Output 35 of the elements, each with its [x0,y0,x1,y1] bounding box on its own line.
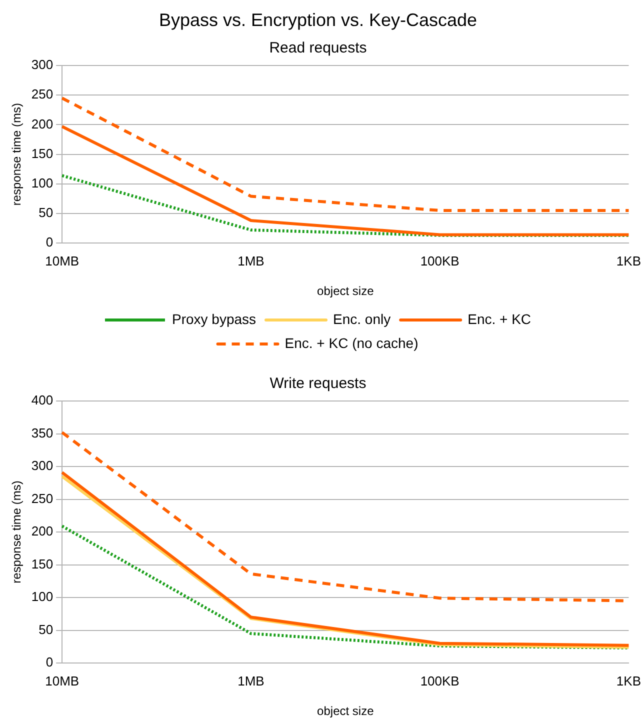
y-tick-label: 0 [46,234,54,250]
y-tick-label: 50 [38,622,54,637]
y-tick-label: 100 [31,175,54,190]
legend-label: Proxy bypass [172,310,256,327]
y-tick-label: 50 [38,205,54,220]
y-tick-label: 100 [31,589,54,604]
x-tick-label: 1MB [238,253,264,268]
y-tick-label: 0 [46,654,54,670]
x-tick-label: 10MB [45,673,80,688]
y-tick-label: 150 [31,556,54,572]
chart-title: Bypass vs. Encryption vs. Key-Cascade [158,10,478,30]
y-tick-label: 250 [31,86,54,102]
chart-subtitle: Read requests [269,40,367,57]
x-tick-label: 10MB [45,253,80,268]
x-tick-label: 100KB [420,673,460,688]
x-axis-title: object size [317,284,374,298]
y-tick-label: 300 [31,57,54,72]
y-tick-label: 150 [31,146,54,161]
legend-label: Enc. only [333,310,391,327]
legend-label: Enc. + KC (no cache) [284,334,418,351]
x-tick-label: 1KB [616,253,642,268]
y-tick-label: 250 [31,490,54,506]
x-tick-label: 1MB [238,673,264,688]
y-tick-label: 200 [31,116,54,132]
legend-label: Enc. + KC [468,310,532,327]
y-tick-label: 200 [31,524,54,539]
chart-title: Write requests [270,375,366,392]
y-axis-title: response time (ms) [10,102,24,206]
y-axis-title: response time (ms) [10,480,24,584]
x-tick-label: 1KB [616,673,642,688]
y-tick-label: 300 [31,458,54,474]
y-tick-label: 400 [31,392,54,408]
x-axis-title: object size [317,704,374,718]
y-tick-label: 350 [31,425,54,440]
x-tick-label: 100KB [420,253,460,268]
